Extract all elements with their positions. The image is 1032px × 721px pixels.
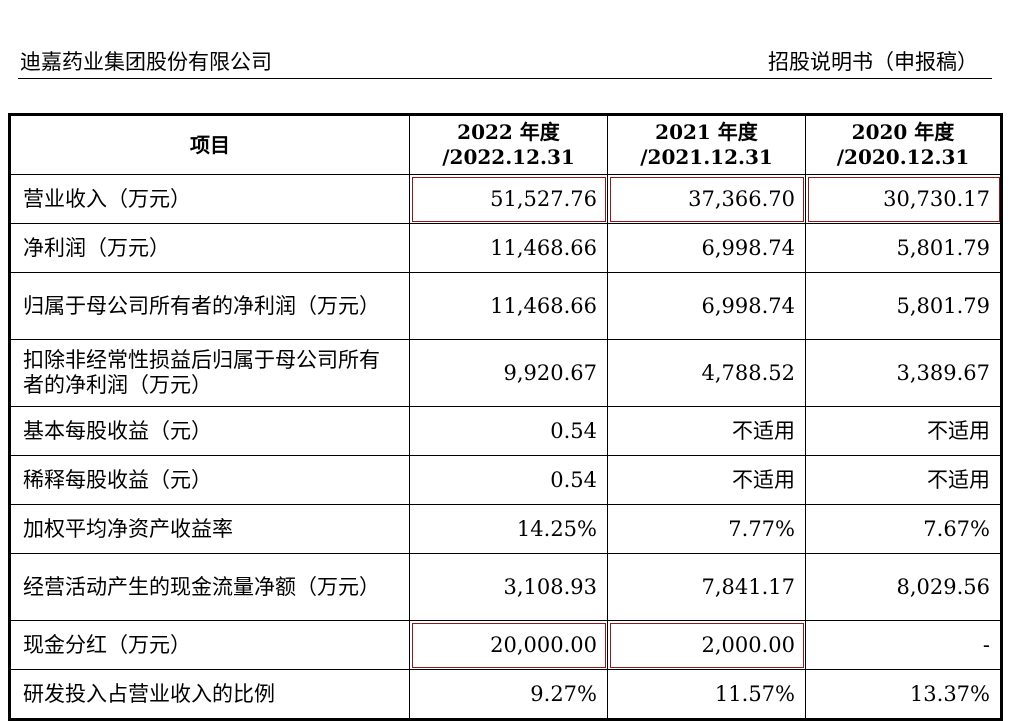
row-label: 研发投入占营业收入的比例 — [9, 669, 410, 720]
cell-2020: 3,389.67 — [805, 339, 1002, 407]
cell-2020: 13.37% — [805, 669, 1002, 720]
row-label: 净利润（万元） — [9, 223, 410, 273]
cell-2022: 9,920.67 — [409, 339, 608, 407]
cell-2021: 7.77% — [607, 504, 806, 554]
table-row: 归属于母公司所有者的净利润（万元） 11,468.66 6,998.74 5,8… — [9, 272, 1002, 340]
table-row: 扣除非经常性损益后归属于母公司所有者的净利润（万元） 9,920.67 4,78… — [9, 339, 1002, 407]
document-title: 招股说明书（申报稿） — [768, 50, 978, 74]
table-row: 研发投入占营业收入的比例 9.27% 11.57% 13.37% — [9, 669, 1002, 720]
cell-2020: 30,730.17 — [805, 174, 1002, 224]
row-label: 营业收入（万元） — [9, 174, 410, 224]
financial-summary-table: 项目 2022 年度/2022.12.31 2021 年度/2021.12.31… — [8, 113, 1003, 721]
row-label: 经营活动产生的现金流量净额（万元） — [9, 553, 410, 621]
cell-2020: 5,801.79 — [805, 272, 1002, 340]
row-label: 扣除非经常性损益后归属于母公司所有者的净利润（万元） — [9, 339, 410, 407]
cell-2020: 8,029.56 — [805, 553, 1002, 621]
cell-2022: 3,108.93 — [409, 553, 608, 621]
cell-2020: 不适用 — [805, 406, 1002, 456]
cell-2022: 11,468.66 — [409, 272, 608, 340]
cell-2022: 0.54 — [409, 406, 608, 456]
table-row: 稀释每股收益（元） 0.54 不适用 不适用 — [9, 455, 1002, 505]
cell-2020: 5,801.79 — [805, 223, 1002, 273]
row-label: 基本每股收益（元） — [9, 406, 410, 456]
table-row: 加权平均净资产收益率 14.25% 7.77% 7.67% — [9, 504, 1002, 554]
cell-2021: 6,998.74 — [607, 223, 806, 273]
cell-2021: 6,998.74 — [607, 272, 806, 340]
cell-2020: 不适用 — [805, 455, 1002, 505]
cell-2022: 11,468.66 — [409, 223, 608, 273]
cell-2022: 9.27% — [409, 669, 608, 720]
row-label: 加权平均净资产收益率 — [9, 504, 410, 554]
cell-2022: 51,527.76 — [409, 174, 608, 224]
cell-2021: 4,788.52 — [607, 339, 806, 407]
company-name: 迪嘉药业集团股份有限公司 — [20, 50, 272, 74]
row-label: 归属于母公司所有者的净利润（万元） — [9, 272, 410, 340]
column-header-2022: 2022 年度/2022.12.31 — [409, 114, 608, 175]
cell-2022: 14.25% — [409, 504, 608, 554]
table-header-row: 项目 2022 年度/2022.12.31 2021 年度/2021.12.31… — [9, 114, 1002, 175]
cell-2021: 11.57% — [607, 669, 806, 720]
table-row: 营业收入（万元） 51,527.76 37,366.70 30,730.17 — [9, 174, 1002, 224]
cell-2020: 7.67% — [805, 504, 1002, 554]
cell-2021: 7,841.17 — [607, 553, 806, 621]
cell-2021: 2,000.00 — [607, 620, 806, 670]
cell-2020: - — [805, 620, 1002, 670]
cell-2022: 20,000.00 — [409, 620, 608, 670]
column-header-2020: 2020 年度/2020.12.31 — [805, 114, 1002, 175]
column-header-item: 项目 — [9, 114, 410, 175]
row-label: 现金分红（万元） — [9, 620, 410, 670]
cell-2021: 不适用 — [607, 455, 806, 505]
table-row: 净利润（万元） 11,468.66 6,998.74 5,801.79 — [9, 223, 1002, 273]
cell-2021: 不适用 — [607, 406, 806, 456]
document-header: 迪嘉药业集团股份有限公司 招股说明书（申报稿） — [18, 40, 992, 79]
table-row: 经营活动产生的现金流量净额（万元） 3,108.93 7,841.17 8,02… — [9, 553, 1002, 621]
table-row: 基本每股收益（元） 0.54 不适用 不适用 — [9, 406, 1002, 456]
cell-2022: 0.54 — [409, 455, 608, 505]
table-row: 现金分红（万元） 20,000.00 2,000.00 - — [9, 620, 1002, 670]
column-header-2021: 2021 年度/2021.12.31 — [607, 114, 806, 175]
cell-2021: 37,366.70 — [607, 174, 806, 224]
row-label: 稀释每股收益（元） — [9, 455, 410, 505]
